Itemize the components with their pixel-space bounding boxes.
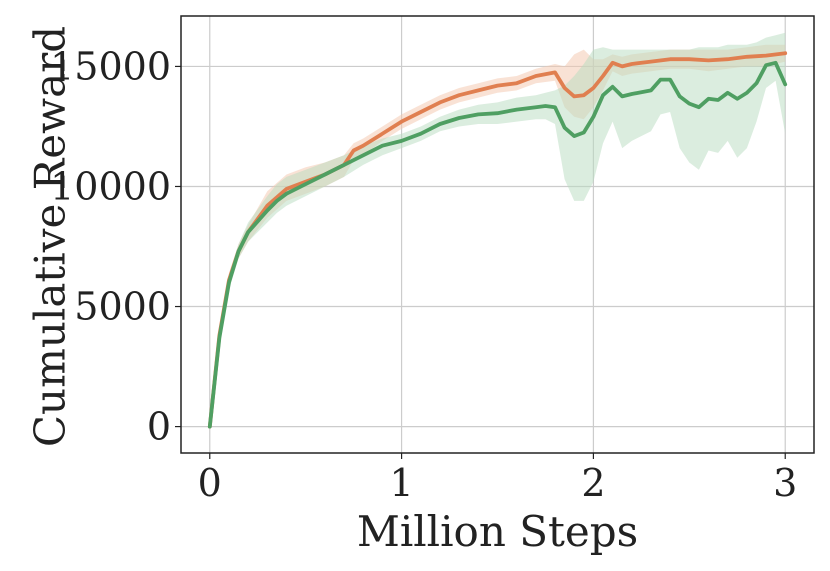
y-tick-label: 5000 xyxy=(74,285,171,329)
y-tick-label: 15000 xyxy=(50,44,171,88)
plot-frame xyxy=(180,15,815,454)
y-tick-label: 10000 xyxy=(50,164,171,208)
series-2-band xyxy=(209,32,786,432)
x-tick-label: 1 xyxy=(389,461,413,505)
series-1-line xyxy=(207,51,788,429)
x-axis-ticks: 0 1 2 3 xyxy=(198,453,797,505)
x-axis-title: Million Steps xyxy=(357,507,638,556)
y-axis-title: Cumulative Reward xyxy=(26,26,75,447)
confidence-bands xyxy=(209,32,786,432)
series-2-line xyxy=(207,60,788,429)
x-tick-label: 0 xyxy=(198,461,222,505)
y-axis-ticks: 0 5000 10000 15000 xyxy=(50,44,181,449)
x-tick-label: 2 xyxy=(581,461,605,505)
y-tick-label: 0 xyxy=(147,405,171,449)
series-lines xyxy=(207,51,788,429)
x-tick-label: 3 xyxy=(773,461,797,505)
